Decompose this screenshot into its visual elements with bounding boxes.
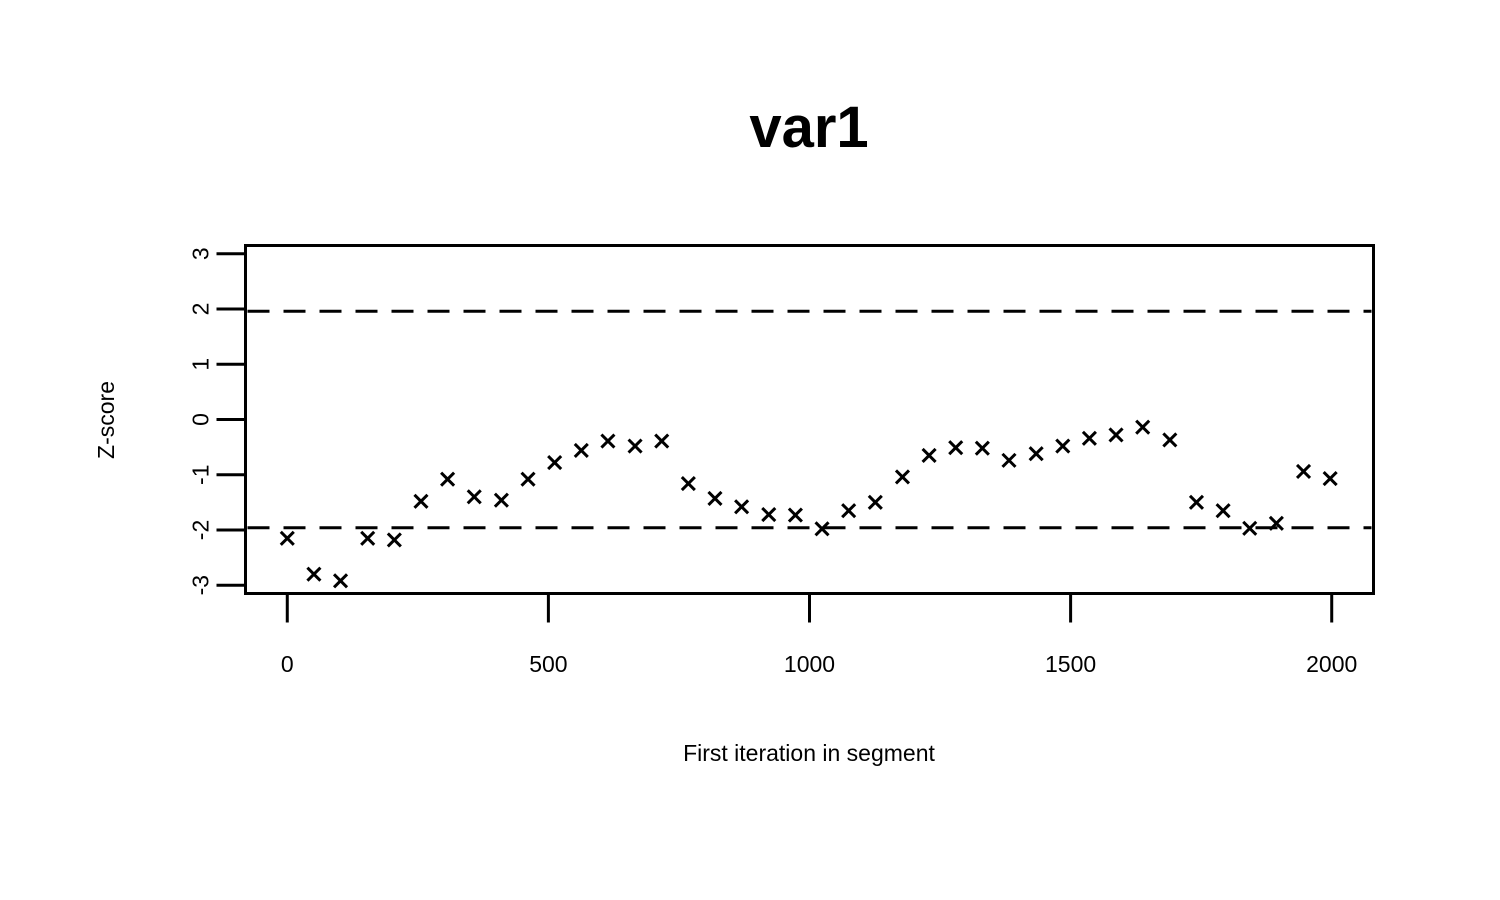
- x-tick-label: 500: [529, 651, 567, 677]
- data-point: [573, 442, 589, 458]
- data-point: [1215, 503, 1231, 519]
- data-point: [1295, 463, 1312, 479]
- data-point: [547, 455, 563, 471]
- x-tick-label: 2000: [1306, 651, 1357, 677]
- data-point: [1242, 520, 1258, 536]
- x-tick-label: 1500: [1045, 651, 1096, 677]
- data-point: [734, 499, 750, 515]
- data-point: [1268, 515, 1284, 531]
- data-point: [948, 440, 964, 456]
- data-point: [413, 493, 429, 509]
- data-point: [921, 447, 937, 463]
- data-point: [332, 573, 349, 589]
- data-point: [1001, 452, 1017, 468]
- data-point: [1081, 430, 1097, 446]
- data-point: [600, 433, 616, 449]
- y-axis-label: Z-score: [93, 381, 119, 459]
- plot-frame: [244, 244, 1375, 595]
- data-point: [974, 440, 990, 456]
- y-tick-label: 2: [188, 303, 214, 316]
- y-axis: -3 -2 -1 0 1 2 3: [188, 247, 246, 595]
- y-tick-label: 0: [188, 413, 214, 426]
- data-point: [493, 492, 509, 508]
- data-point: [1162, 432, 1178, 448]
- data-point: [761, 506, 777, 523]
- data-point: [520, 471, 536, 487]
- reference-lines: [247, 309, 1372, 530]
- x-tick-label: 0: [281, 651, 294, 677]
- data-point: [1108, 427, 1124, 443]
- data-point: [466, 489, 482, 505]
- data-points: [279, 419, 1338, 589]
- data-point: [680, 476, 696, 492]
- data-point: [894, 469, 911, 485]
- y-tick-label: 3: [188, 247, 214, 260]
- data-point: [386, 532, 402, 548]
- data-point: [1055, 438, 1071, 454]
- data-point: [279, 530, 295, 546]
- data-point: [1322, 471, 1338, 487]
- x-axis: 0 500 1000 1500 2000: [281, 592, 1357, 677]
- data-point: [654, 433, 670, 449]
- y-tick-label: -2: [188, 520, 214, 540]
- data-point: [306, 566, 322, 582]
- y-tick-label: 1: [188, 358, 214, 371]
- data-point: [787, 507, 803, 523]
- data-point: [707, 490, 723, 507]
- data-point: [1188, 494, 1205, 510]
- y-tick-label: -1: [188, 465, 214, 485]
- y-tick-label: -3: [188, 575, 214, 595]
- data-point: [627, 438, 643, 454]
- data-point: [1028, 446, 1044, 462]
- chart-title: var1: [749, 95, 868, 160]
- data-point: [1135, 419, 1151, 435]
- x-axis-label: First iteration in segment: [683, 740, 935, 766]
- data-point: [814, 521, 830, 537]
- data-point: [440, 471, 456, 487]
- data-point: [360, 530, 376, 546]
- data-point: [841, 503, 857, 519]
- x-tick-label: 1000: [784, 651, 835, 677]
- data-point: [867, 494, 883, 510]
